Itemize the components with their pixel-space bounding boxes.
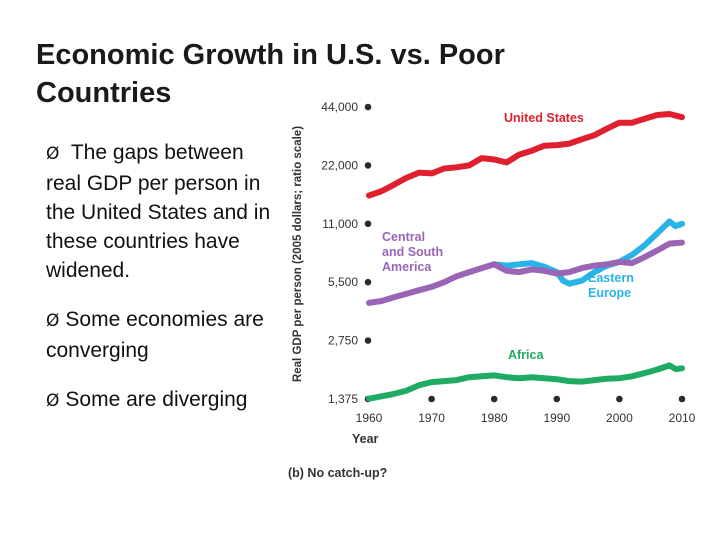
arrow-bullet-icon: Ø xyxy=(46,311,60,331)
africa-line xyxy=(366,362,685,402)
bullet-text: Some are diverging xyxy=(65,388,248,411)
central-south-america-label: Central xyxy=(382,230,425,244)
x-tick-dot xyxy=(678,395,686,403)
y-tick-label: 5,500 xyxy=(328,275,358,289)
arrow-bullet-icon: Ø xyxy=(46,144,60,164)
x-tick-label: 1970 xyxy=(418,411,445,425)
eastern-europe-label: Europe xyxy=(588,286,631,300)
central-south-america-label: America xyxy=(382,260,432,274)
y-tick-label: 22,000 xyxy=(321,158,358,172)
arrow-bullet-icon: Ø xyxy=(46,391,60,411)
x-tick-dot xyxy=(490,395,498,403)
africa-label: Africa xyxy=(508,348,544,362)
x-tick-label: 2000 xyxy=(606,411,633,425)
y-tick-dot xyxy=(364,220,372,228)
chart-caption: (b) No catch-up? xyxy=(288,466,387,480)
y-tick-dot xyxy=(364,278,372,286)
slide-title: Economic Growth in U.S. vs. Poor Countri… xyxy=(36,39,505,109)
y-tick-dot xyxy=(364,103,372,111)
x-tick-label: 1980 xyxy=(481,411,508,425)
gdp-line-chart: Real GDP per person (2005 dollars; ratio… xyxy=(288,100,696,480)
y-tick-dot xyxy=(364,162,372,169)
y-tick-label: 44,000 xyxy=(321,100,358,114)
x-tick-label: 1960 xyxy=(356,411,383,425)
bullet-text: The gaps between real GDP per person in … xyxy=(46,141,271,282)
x-tick-dot xyxy=(553,395,561,403)
bullet-list: Ø The gaps between real GDP per person i… xyxy=(46,138,281,436)
y-tick-label: 1,375 xyxy=(328,392,358,406)
eastern-europe-label: Eastern xyxy=(588,271,634,285)
bullet-item-gaps: Ø The gaps between real GDP per person i… xyxy=(46,138,281,285)
y-axis-label: Real GDP per person (2005 dollars; ratio… xyxy=(292,126,304,382)
x-tick-label: 2010 xyxy=(669,411,696,425)
bullet-item-converging: Ø Some economies are converging xyxy=(46,305,281,365)
united-states-label: United States xyxy=(504,111,584,125)
eastern-europe-line xyxy=(491,218,685,287)
x-tick-dot xyxy=(616,395,623,403)
x-tick-dot xyxy=(428,395,435,403)
bullet-text: Some economies are converging xyxy=(46,308,264,362)
central-south-america-line xyxy=(366,239,685,306)
bullet-item-diverging: Ø Some are diverging xyxy=(46,385,281,416)
y-tick-label: 2,750 xyxy=(328,334,358,348)
x-tick-label: 1990 xyxy=(543,411,570,425)
united-states-line xyxy=(366,111,685,199)
y-tick-dot xyxy=(364,337,372,344)
x-axis-label: Year xyxy=(352,432,379,446)
y-tick-label: 11,000 xyxy=(322,217,358,231)
central-south-america-label: and South xyxy=(382,245,443,259)
